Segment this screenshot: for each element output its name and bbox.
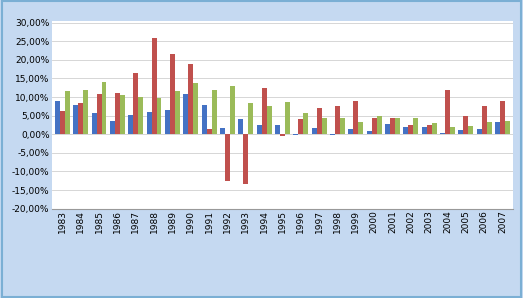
Bar (175, 91, 180, 134)
Bar (230, 86, 235, 134)
Bar (500, 101, 505, 134)
Bar (468, 126, 473, 134)
Bar (385, 124, 390, 134)
Bar (335, 106, 340, 134)
Bar (403, 127, 408, 134)
Bar (330, 134, 335, 135)
Bar (422, 127, 427, 134)
Bar (73, 105, 78, 134)
Bar (322, 118, 326, 134)
Bar (225, 134, 230, 181)
Bar (298, 119, 303, 134)
Bar (316, 108, 322, 134)
Bar (458, 130, 463, 134)
Bar (248, 103, 253, 134)
Bar (262, 88, 267, 134)
Bar (65, 91, 70, 134)
Bar (243, 134, 248, 184)
Bar (445, 90, 450, 134)
Bar (476, 129, 482, 134)
Bar (78, 103, 83, 134)
Bar (495, 122, 500, 134)
Bar (120, 95, 125, 134)
Bar (101, 82, 107, 134)
Bar (165, 110, 170, 134)
Bar (413, 118, 418, 134)
Bar (193, 83, 198, 134)
Bar (463, 116, 468, 134)
Bar (486, 122, 492, 134)
Bar (482, 106, 486, 134)
Bar (152, 38, 156, 134)
Bar (408, 125, 413, 134)
Bar (312, 128, 316, 134)
Bar (354, 101, 358, 134)
Bar (395, 118, 400, 134)
Bar (184, 94, 188, 134)
Bar (133, 73, 138, 134)
Bar (207, 129, 211, 134)
Bar (377, 117, 381, 134)
Bar (92, 113, 97, 134)
Bar (340, 118, 345, 134)
Bar (220, 128, 225, 134)
Bar (505, 121, 510, 134)
Bar (367, 131, 372, 134)
Bar (97, 94, 101, 134)
Bar (156, 98, 162, 134)
Bar (146, 112, 152, 134)
Bar (431, 123, 437, 134)
Bar (128, 114, 133, 134)
Bar (202, 105, 207, 134)
Bar (348, 129, 354, 134)
Bar (83, 90, 88, 134)
Bar (303, 113, 308, 134)
Bar (267, 106, 271, 134)
Bar (238, 119, 243, 134)
Bar (257, 125, 262, 134)
Bar (358, 122, 363, 134)
Bar (110, 121, 115, 134)
Bar (55, 101, 60, 134)
Bar (440, 133, 445, 134)
Bar (275, 125, 280, 134)
Bar (115, 93, 120, 134)
Bar (211, 90, 217, 134)
Bar (188, 63, 193, 134)
Bar (293, 134, 298, 135)
Bar (60, 111, 65, 134)
Bar (427, 125, 431, 134)
Bar (450, 127, 455, 134)
Bar (138, 97, 143, 134)
Bar (285, 102, 290, 134)
Bar (170, 54, 175, 134)
Bar (280, 134, 285, 136)
Bar (390, 117, 395, 134)
Bar (372, 117, 377, 134)
